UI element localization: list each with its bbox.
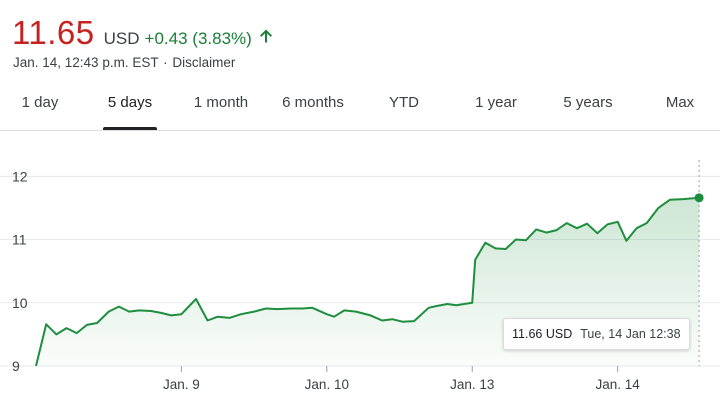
tab-1-month[interactable]: 1 month	[193, 94, 249, 111]
price-value: 11.65	[12, 14, 95, 51]
tab-1-year[interactable]: 1 year	[475, 94, 517, 111]
price-change: +0.43 (3.83%)	[144, 29, 252, 48]
x-tick-label: Jan. 14	[596, 377, 641, 392]
disclaimer-link[interactable]: Disclaimer	[172, 55, 236, 70]
arrow-up-icon	[258, 28, 274, 44]
y-tick-label: 9	[12, 358, 20, 374]
y-axis-labels: 9 10 11 12	[12, 168, 28, 374]
y-tick-label: 11	[12, 232, 27, 248]
quote-meta: Jan. 14, 12:43 p.m. EST · Disclaimer	[13, 55, 235, 70]
quote-timestamp: Jan. 14, 12:43 p.m. EST	[13, 55, 159, 70]
tab-ytd[interactable]: YTD	[389, 94, 419, 111]
x-tick-label: Jan. 13	[450, 377, 494, 392]
price-line	[35, 196, 700, 367]
y-tick-label: 10	[12, 295, 28, 311]
tooltip-value: 11.66 USD	[512, 327, 573, 341]
tab-5-years[interactable]: 5 years	[563, 94, 613, 111]
active-tab-indicator	[103, 127, 157, 130]
hover-point	[694, 193, 704, 203]
tab-5-days[interactable]: 5 days	[107, 94, 153, 111]
price-tooltip: 11.66 USD Tue, 14 Jan 12:38	[503, 318, 690, 350]
price-currency: USD	[103, 29, 140, 48]
tab-max[interactable]: Max	[665, 94, 695, 111]
tab-6-months[interactable]: 6 months	[282, 94, 344, 111]
meta-separator: ·	[163, 55, 168, 70]
quote-header: 11.65 USD +0.43 (3.83%)	[12, 14, 274, 54]
x-tick-label: Jan. 10	[305, 377, 349, 392]
x-axis-ticks: Jan. 9 Jan. 10 Jan. 13 Jan. 14	[163, 366, 640, 392]
tab-1-day[interactable]: 1 day	[21, 94, 59, 111]
tooltip-time: Tue, 14 Jan 12:38	[580, 327, 681, 341]
y-tick-label: 12	[12, 168, 28, 184]
price-chart[interactable]: 9 10 11 12 Jan. 9 Jan. 10 Jan. 13 Jan. 14	[0, 130, 720, 408]
x-tick-label: Jan. 9	[163, 377, 200, 392]
range-tabs: 1 day 5 days 1 month 6 months YTD 1 year…	[0, 82, 720, 131]
